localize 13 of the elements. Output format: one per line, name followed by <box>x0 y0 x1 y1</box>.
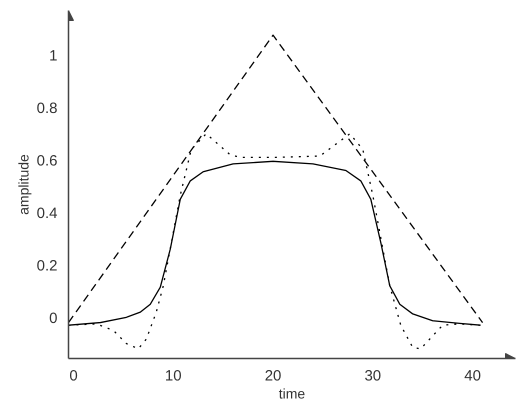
y-tick-label: 0.8 <box>36 100 58 118</box>
y-tick-label: 0 <box>49 310 58 327</box>
y-tick-label: 1 <box>49 48 58 65</box>
x-tick-label: 40 <box>464 368 481 384</box>
y-tick-label: 0.6 <box>36 152 58 170</box>
x-axis-title: time <box>278 386 306 402</box>
x-tick-label: 0 <box>69 368 78 384</box>
x-tick-label: 20 <box>264 368 282 384</box>
y-tick-label: 0.2 <box>36 257 58 274</box>
y-tick-label: 0.4 <box>36 204 58 222</box>
x-tick-label: 30 <box>364 368 382 384</box>
y-axis-title: amplitude <box>16 154 32 215</box>
x-tick-label: 10 <box>164 368 182 384</box>
